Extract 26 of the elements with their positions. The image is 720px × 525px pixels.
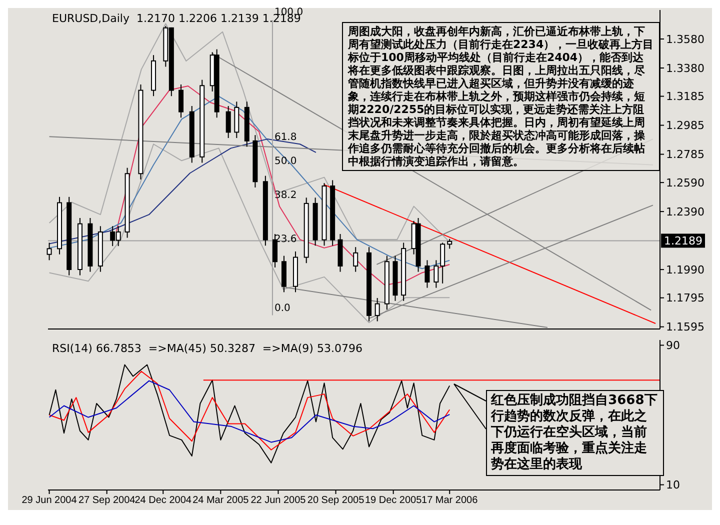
x-tick-label: 19 Dec 2005 — [364, 495, 422, 506]
y-tick-label: 1.2985 — [666, 119, 704, 132]
annotation: 红色压制成功阻挡自3668下行趋势的数次反弹，在此之下仍运行在空头区域，当前再度面临考验，重点关注走势在这里的表现 — [486, 390, 664, 476]
x-tick-label: 24 Mar 2005 — [192, 495, 250, 506]
x-tick-label: 22 Jun 2005 — [250, 495, 306, 506]
y-tick-label: 1.2785 — [666, 148, 704, 162]
y-tick-label: 1.1990 — [666, 263, 704, 276]
x-tick-label: 29 Jun 2004 — [22, 495, 78, 506]
chart-title: RSI(14) 66.7853 =>MA(45) 50.3287 =>MA(9) 53.0796 — [52, 342, 362, 355]
ref-line-label: 1.2189 — [664, 234, 702, 248]
annotation: 0.0 — [274, 303, 290, 314]
x-tick-label: 20 Sep 2005 — [307, 495, 365, 506]
y-tick-label: 1.3580 — [666, 32, 704, 46]
y-tick-label: 1.3185 — [666, 90, 704, 104]
x-tick-label: 27 Sep 2004 — [78, 495, 136, 506]
y-tick-label: 1.2590 — [666, 176, 704, 190]
y-tick-label: 10 — [666, 478, 680, 492]
x-tick-label: 24 Dec 2004 — [134, 495, 192, 506]
text: 周图成大阳，收盘再创年内新高，汇价已逼近布林带上轨，下周有望测试此处压力（目前行走在2234），一旦收破再上方目标位于100周移动平均线处（目前行走在2404），能否到达将在更多低级图表中跟踪观察。日图，上周拉出五只阳线，尽管随机指数快线早已进入超买区域，但升势并没有减缓的迹象，连续行走在布林带上轨之外，预期这样强市仍会持续，短期2220/2255的目标位可以实现，更远走势还需关注上方阻挡状况和未来调整节奏来具体把握。日内，周初有望延续上周末尾盘升势进一步走高，限於超买状态冲高可能形成回落，操作追多仍需耐心等待充分回撤后的机会。更多分析将在后续帖中根据行情演变追踪作出，请留意。 — [348, 25, 654, 168]
annotation: 61.8 — [274, 132, 297, 143]
y-tick-label: 1.1595 — [666, 320, 704, 334]
y-tick-label: 90 — [666, 339, 680, 352]
y-tick-label: 1.3380 — [666, 62, 704, 75]
x-tick-label: 17 Mar 2006 — [422, 495, 478, 506]
y-tick-label: 1.2390 — [666, 205, 704, 218]
y-tick-label: 1.1795 — [666, 292, 704, 305]
